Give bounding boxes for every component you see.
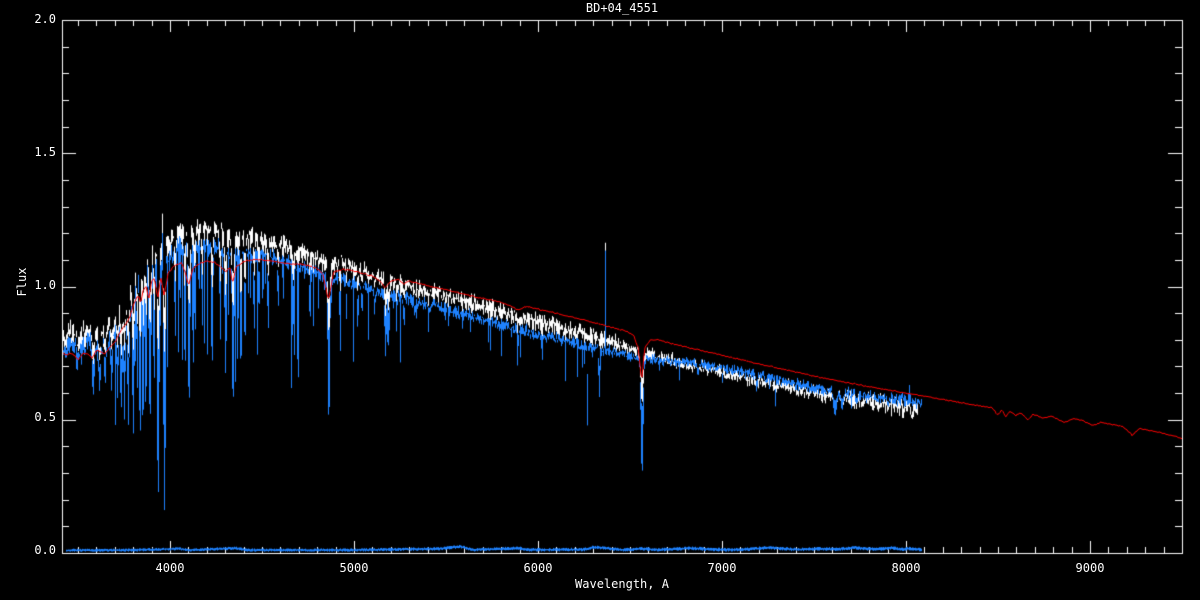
x-axis-label: Wavelength, A [575, 577, 669, 591]
x-tick-label: 4000 [155, 561, 185, 575]
y-tick-label: 1.0 [34, 278, 56, 292]
x-tick-label: 7000 [707, 561, 737, 575]
y-tick-label: 0.0 [34, 543, 56, 557]
y-tick-label: 0.5 [34, 410, 56, 424]
x-tick-label: 5000 [339, 561, 369, 575]
x-tick-label: 8000 [891, 561, 921, 575]
y-tick-label: 2.0 [34, 12, 56, 26]
x-tick-label: 6000 [523, 561, 553, 575]
y-tick-label: 1.5 [34, 145, 56, 159]
plot-title: BD+04_4551 [585, 1, 659, 15]
x-tick-label: 9000 [1075, 561, 1105, 575]
